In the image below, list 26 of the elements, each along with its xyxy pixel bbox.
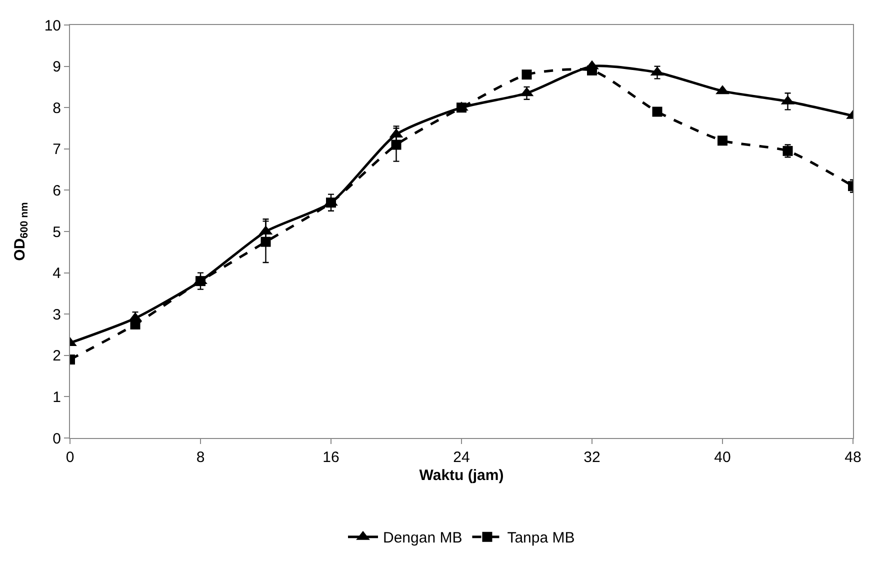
y-tick-label: 0 — [52, 430, 61, 448]
y-tick-label: 7 — [52, 141, 61, 158]
x-tick-label: 48 — [844, 449, 862, 466]
y-tick-label: 6 — [52, 182, 61, 200]
point — [260, 236, 271, 247]
y-tick-label: 8 — [52, 100, 61, 117]
legend-label: Dengan MB — [383, 530, 462, 547]
point — [652, 106, 662, 117]
point — [391, 140, 402, 150]
x-axis-title: Waktu (jam) — [419, 467, 504, 484]
y-tick-label: 9 — [52, 58, 61, 76]
x-tick-label: 8 — [196, 449, 205, 466]
y-tick-label: 3 — [52, 306, 61, 324]
legend-label: Tanpa MB — [507, 530, 575, 547]
y-tick-label: 5 — [52, 224, 61, 241]
y-tick-label: 4 — [52, 265, 61, 282]
x-tick-label: 16 — [322, 449, 340, 466]
x-tick-label: 0 — [66, 449, 74, 466]
y-tick-label: 2 — [52, 348, 61, 365]
y-tick-label: 1 — [52, 388, 61, 406]
x-tick-label: 40 — [714, 449, 731, 466]
point — [522, 70, 532, 80]
x-tick-label: 24 — [453, 449, 470, 466]
y-tick-label: 10 — [44, 17, 61, 34]
point — [718, 136, 728, 146]
x-tick-label: 32 — [584, 449, 600, 466]
